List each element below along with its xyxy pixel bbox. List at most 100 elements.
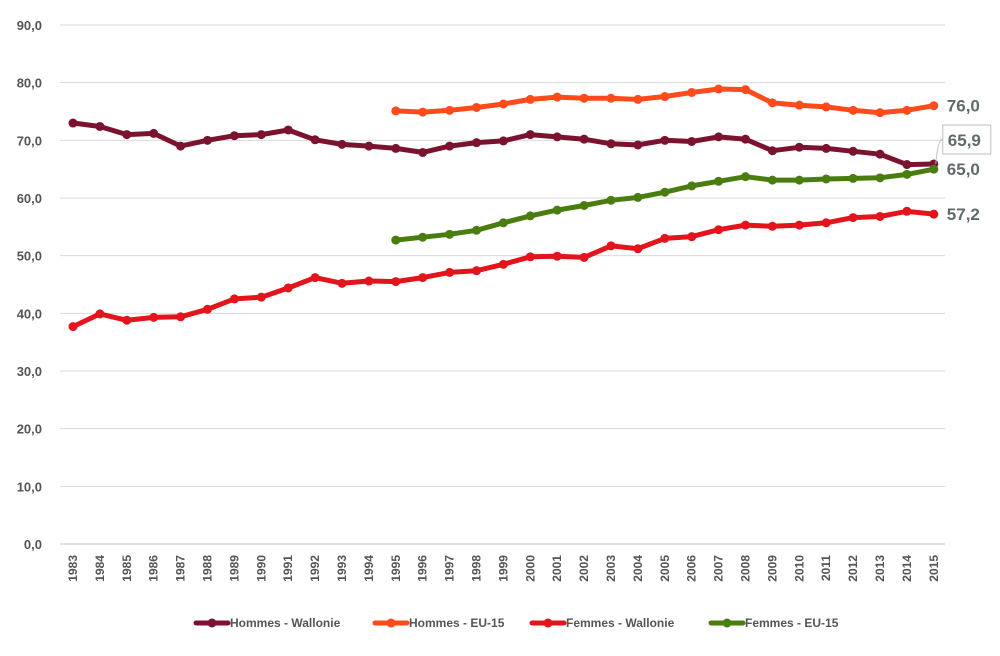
data-point: [283, 125, 293, 135]
data-point: [391, 106, 401, 116]
x-tick-label: 2013: [873, 555, 887, 582]
data-point: [579, 200, 589, 210]
data-point: [848, 146, 858, 156]
data-point: [794, 220, 804, 230]
data-point: [472, 225, 481, 235]
data-point: [714, 225, 724, 235]
data-point: [525, 130, 535, 140]
data-point: [929, 164, 939, 174]
data-point: [68, 322, 78, 332]
data-point: [714, 84, 724, 94]
data-point: [633, 244, 643, 254]
y-tick-label: 30,0: [17, 364, 42, 379]
y-tick-label: 50,0: [17, 249, 42, 264]
x-tick-label: 1992: [308, 555, 322, 582]
data-point: [714, 132, 724, 142]
data-point: [472, 266, 481, 276]
data-point: [687, 181, 697, 191]
data-point: [445, 105, 455, 115]
x-tick-label: 2000: [523, 555, 537, 582]
data-point: [848, 173, 858, 183]
x-tick-label: 2003: [604, 555, 618, 582]
legend-marker: [722, 618, 732, 628]
y-tick-label: 60,0: [17, 191, 42, 206]
x-tick-label: 1995: [389, 555, 403, 582]
data-point: [660, 187, 670, 197]
gridlines: [60, 24, 945, 487]
x-axis-tick-labels: 1983 1984 1985 1986 1987 1988 1989 1990 1991 1992…: [66, 555, 941, 582]
data-point: [767, 175, 777, 185]
y-tick-label: 70,0: [17, 133, 42, 148]
data-point: [391, 143, 401, 153]
end-label-box: [942, 124, 992, 155]
data-point: [660, 233, 670, 243]
end-label-leader: [935, 138, 943, 165]
data-point: [149, 128, 159, 138]
data-point: [875, 173, 885, 183]
data-point: [821, 174, 831, 184]
x-tick-label: 2015: [927, 555, 941, 582]
data-point: [552, 205, 562, 215]
data-point: [902, 206, 912, 216]
series-3: [391, 164, 939, 245]
data-point: [929, 101, 939, 111]
data-point: [391, 235, 401, 245]
data-point: [875, 149, 885, 159]
x-tick-label: 1993: [335, 555, 349, 582]
x-tick-label: 1984: [93, 555, 107, 582]
data-point: [633, 140, 643, 150]
data-point: [472, 102, 481, 112]
end-label-femmes-eu15: 65,0: [947, 160, 980, 179]
legend-label: Hommes - Wallonie: [230, 616, 341, 630]
data-point: [741, 134, 750, 144]
data-point: [714, 176, 724, 186]
data-point: [606, 241, 616, 251]
data-point: [391, 277, 401, 287]
data-point: [660, 92, 670, 102]
data-point: [606, 93, 616, 103]
end-label-femmes-wallonie: 57,2: [947, 205, 980, 224]
legend-marker: [386, 618, 396, 628]
data-point: [418, 147, 428, 157]
x-tick-label: 1999: [496, 555, 510, 582]
x-tick-label: 2010: [792, 555, 806, 582]
data-point: [633, 192, 643, 202]
data-point: [337, 139, 347, 149]
legend-item: Hommes - Wallonie: [193, 616, 341, 630]
x-tick-label: 2004: [631, 555, 645, 582]
x-tick-label: 2012: [846, 555, 860, 582]
data-point: [660, 135, 670, 145]
y-tick-label: 40,0: [17, 306, 42, 321]
data-point: [176, 141, 186, 151]
data-point: [552, 132, 562, 142]
y-axis-tick-labels: 0,0 10,0 20,0 30,0 40,0 50,0 60,0 70,0 80,0 90,0: [17, 18, 42, 552]
x-tick-label: 1983: [66, 555, 80, 582]
data-point: [606, 195, 616, 205]
x-tick-label: 2007: [712, 555, 726, 582]
series-0: [68, 118, 939, 170]
data-point: [95, 309, 105, 319]
data-point: [122, 315, 132, 325]
data-point: [418, 107, 428, 117]
data-point: [848, 213, 858, 223]
x-tick-label: 2009: [765, 555, 779, 582]
data-point: [364, 276, 374, 286]
x-tick-label: 1998: [470, 555, 484, 582]
data-point: [525, 94, 535, 104]
legend-marker: [543, 618, 553, 628]
x-tick-label: 1989: [227, 555, 241, 582]
series-lines: [68, 84, 939, 332]
data-point: [95, 121, 105, 131]
data-point: [525, 252, 535, 262]
data-point: [767, 146, 777, 156]
legend-marker: [207, 618, 217, 628]
data-point: [821, 218, 831, 228]
x-tick-label: 2014: [900, 555, 914, 582]
x-tick-label: 1997: [443, 555, 457, 582]
data-point: [68, 118, 78, 128]
x-tick-label: 2001: [550, 555, 564, 582]
data-point: [445, 267, 455, 277]
data-point: [552, 251, 562, 261]
data-point: [633, 94, 643, 104]
